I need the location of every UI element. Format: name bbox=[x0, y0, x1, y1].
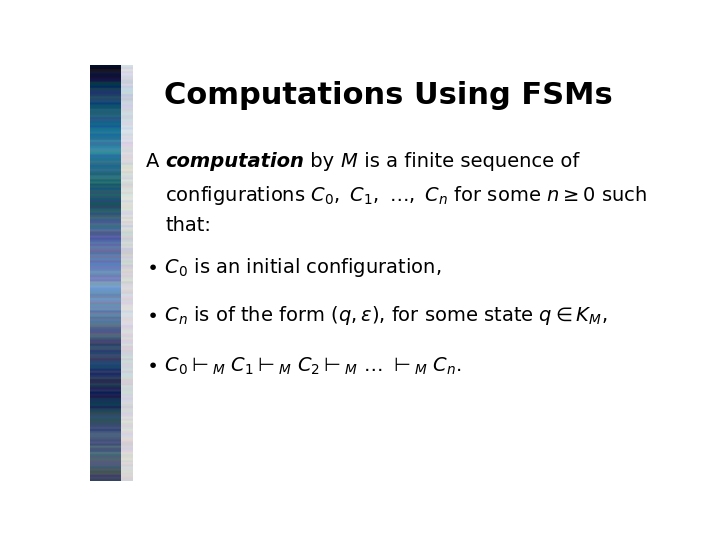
Text: $\bullet \ C_0 \vdash_M \ C_1 \vdash_M \ C_2 \vdash_M \ \ldots \ \vdash_M \ C_n.: $\bullet \ C_0 \vdash_M \ C_1 \vdash_M \… bbox=[145, 355, 462, 376]
Text: Computations Using FSMs: Computations Using FSMs bbox=[164, 82, 613, 111]
Text: $\bullet \ C_0$ is an initial configuration,: $\bullet \ C_0$ is an initial configurat… bbox=[145, 256, 441, 279]
Text: that:: that: bbox=[166, 216, 211, 235]
Text: by: by bbox=[305, 152, 341, 171]
Text: configurations $C_0, \ C_1, \ \ldots, \ C_n$ for some $n \geq 0$ such: configurations $C_0, \ C_1, \ \ldots, \ … bbox=[166, 184, 647, 207]
Text: $\bullet \ C_n$ is of the form ($q, \varepsilon$), for some state $q \in K_M$,: $\bullet \ C_n$ is of the form ($q, \var… bbox=[145, 305, 607, 327]
Text: is a finite sequence of: is a finite sequence of bbox=[358, 152, 579, 171]
Text: M: M bbox=[341, 152, 358, 171]
Text: A: A bbox=[145, 152, 166, 171]
Text: computation: computation bbox=[166, 152, 305, 171]
